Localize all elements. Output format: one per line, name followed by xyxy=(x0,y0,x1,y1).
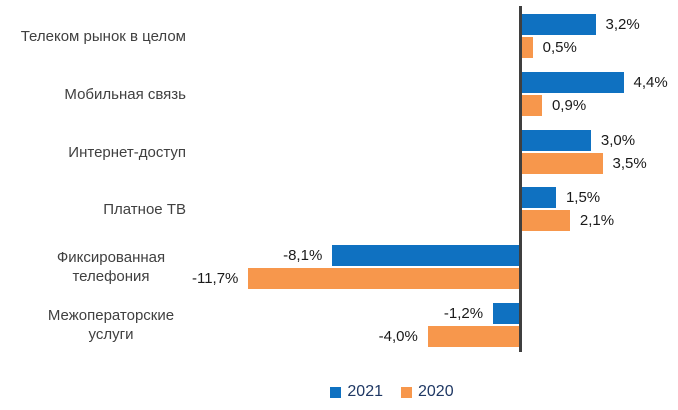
bar-2021 xyxy=(521,130,591,151)
category-label: Мобильная связь xyxy=(64,85,186,103)
legend-item-2021: 2021 xyxy=(330,383,383,401)
bar-2020 xyxy=(248,268,521,289)
legend: 2021 2020 xyxy=(53,383,678,401)
category-label: Интернет-доступ xyxy=(68,143,186,161)
bar-2021 xyxy=(521,187,556,208)
legend-label-2020: 2020 xyxy=(418,383,454,400)
bar-2020 xyxy=(521,95,542,116)
bar-2020 xyxy=(521,37,533,58)
legend-label-2021: 2021 xyxy=(347,383,383,400)
value-label: -8,1% xyxy=(283,247,323,264)
category-label: Межоператорские услуги xyxy=(47,307,175,343)
bar-2021 xyxy=(521,72,624,93)
bar-2020 xyxy=(521,153,603,174)
value-label: 3,5% xyxy=(612,155,647,172)
value-label: -4,0% xyxy=(378,328,418,345)
bar-2020 xyxy=(427,326,521,347)
value-label: -11,7% xyxy=(191,270,239,287)
category-label: Фиксированная телефония xyxy=(56,249,166,285)
value-label: -1,2% xyxy=(443,305,484,322)
value-label: 2,1% xyxy=(579,212,615,229)
value-label: 3,2% xyxy=(605,16,640,33)
bar-2021 xyxy=(332,245,521,266)
category-label: Платное ТВ xyxy=(103,200,186,218)
value-label: 3,0% xyxy=(600,132,636,149)
legend-swatch-2020-icon xyxy=(401,386,412,398)
bar-2020 xyxy=(521,210,570,231)
value-label: 1,5% xyxy=(565,189,601,206)
legend-item-2020: 2020 xyxy=(401,383,454,401)
value-label: 0,5% xyxy=(542,39,577,56)
value-label: 0,9% xyxy=(551,97,587,114)
value-label: 4,4% xyxy=(633,74,668,91)
category-label: Телеком рынок в целом xyxy=(20,27,186,45)
legend-swatch-2021-icon xyxy=(330,386,342,398)
bar-2021 xyxy=(493,303,521,324)
bar-2021 xyxy=(521,14,596,35)
axis-baseline xyxy=(519,6,522,352)
